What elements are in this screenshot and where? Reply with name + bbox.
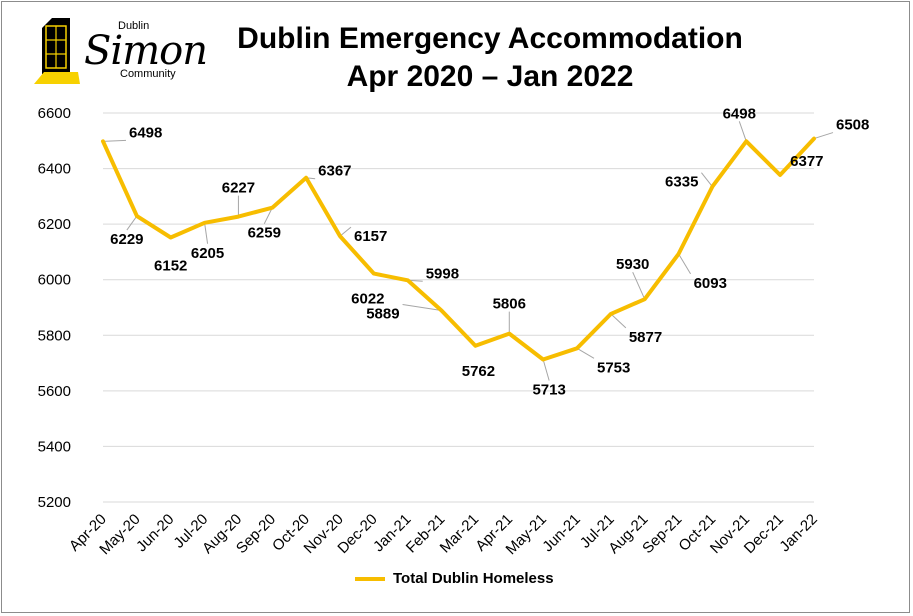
y-tick-label: 5400 [38,438,71,455]
label-leader-line [126,215,138,231]
chart-title: Dublin Emergency Accommodation [237,22,743,55]
data-label: 6157 [354,228,387,245]
label-leader-line [339,226,352,237]
y-tick-label: 6200 [38,216,71,233]
logo-community-text: Community [120,68,176,80]
y-tick-label: 6600 [38,105,71,122]
legend-label: Total Dublin Homeless [393,570,554,587]
data-label: 6205 [191,245,224,262]
data-label: 5998 [426,265,459,282]
data-label: 6259 [248,225,281,242]
data-label: 6335 [665,174,698,191]
data-label: 6377 [790,153,823,170]
data-label: 6508 [836,117,869,134]
data-label: 6227 [222,180,255,197]
x-tick-label: Mar-21 [437,511,483,557]
data-label: 5753 [597,359,630,376]
logo-dublin-text: Dublin [118,20,150,32]
label-leader-line [632,271,646,300]
data-label: 5877 [629,329,662,346]
y-tick-label: 5200 [38,494,71,511]
data-label: 6022 [351,291,384,308]
data-label: 6152 [154,257,187,274]
series-line [101,136,816,362]
y-axis: 5200 5400 5600 5800 6000 6200 6400 6600 [38,105,71,511]
label-leader-line [204,222,209,244]
data-label: 5930 [616,256,649,273]
series-line-group [101,136,816,362]
legend: Total Dublin Homeless [355,570,554,587]
data-label: 6367 [318,163,351,180]
label-leader-line [678,253,692,275]
chart-subtitle: Apr 2020 – Jan 2022 [346,60,634,93]
label-leader-lines [102,121,834,381]
data-label: 5806 [493,296,526,313]
label-leader-line [610,313,627,329]
x-tick-label: Jan-22 [776,511,820,555]
data-label: 6498 [129,124,162,141]
y-tick-label: 5800 [38,327,71,344]
logo-light-shape [34,72,80,84]
label-leader-line [701,172,713,187]
label-leader-line [263,207,273,224]
label-leader-line [102,139,127,142]
data-label: 5762 [462,363,495,380]
y-tick-label: 6000 [38,272,71,289]
gridlines [103,112,814,503]
data-label: 5713 [532,381,565,398]
data-label: 6498 [723,105,756,122]
x-tick-label: Jun-21 [539,511,583,555]
label-leader-line [738,121,747,142]
y-tick-label: 5600 [38,383,71,400]
label-leader-line [542,359,550,381]
dublin-simon-logo: Dublin Simon Community [34,16,208,86]
x-tick-label: Jun-20 [133,511,177,555]
logo-simon-text: Simon [84,28,208,74]
data-label: 6093 [694,275,727,292]
label-leader-line [402,304,442,312]
label-leader-line [813,132,834,140]
legend-swatch [355,576,385,581]
y-tick-label: 6400 [38,161,71,178]
x-axis: Apr-20May-20Jun-20Jul-20Aug-20Sep-20Oct-… [66,511,821,558]
data-label: 5889 [366,306,399,323]
label-leader-line [576,347,595,359]
door-logo-icon [34,18,80,84]
data-label: 6229 [110,231,143,248]
